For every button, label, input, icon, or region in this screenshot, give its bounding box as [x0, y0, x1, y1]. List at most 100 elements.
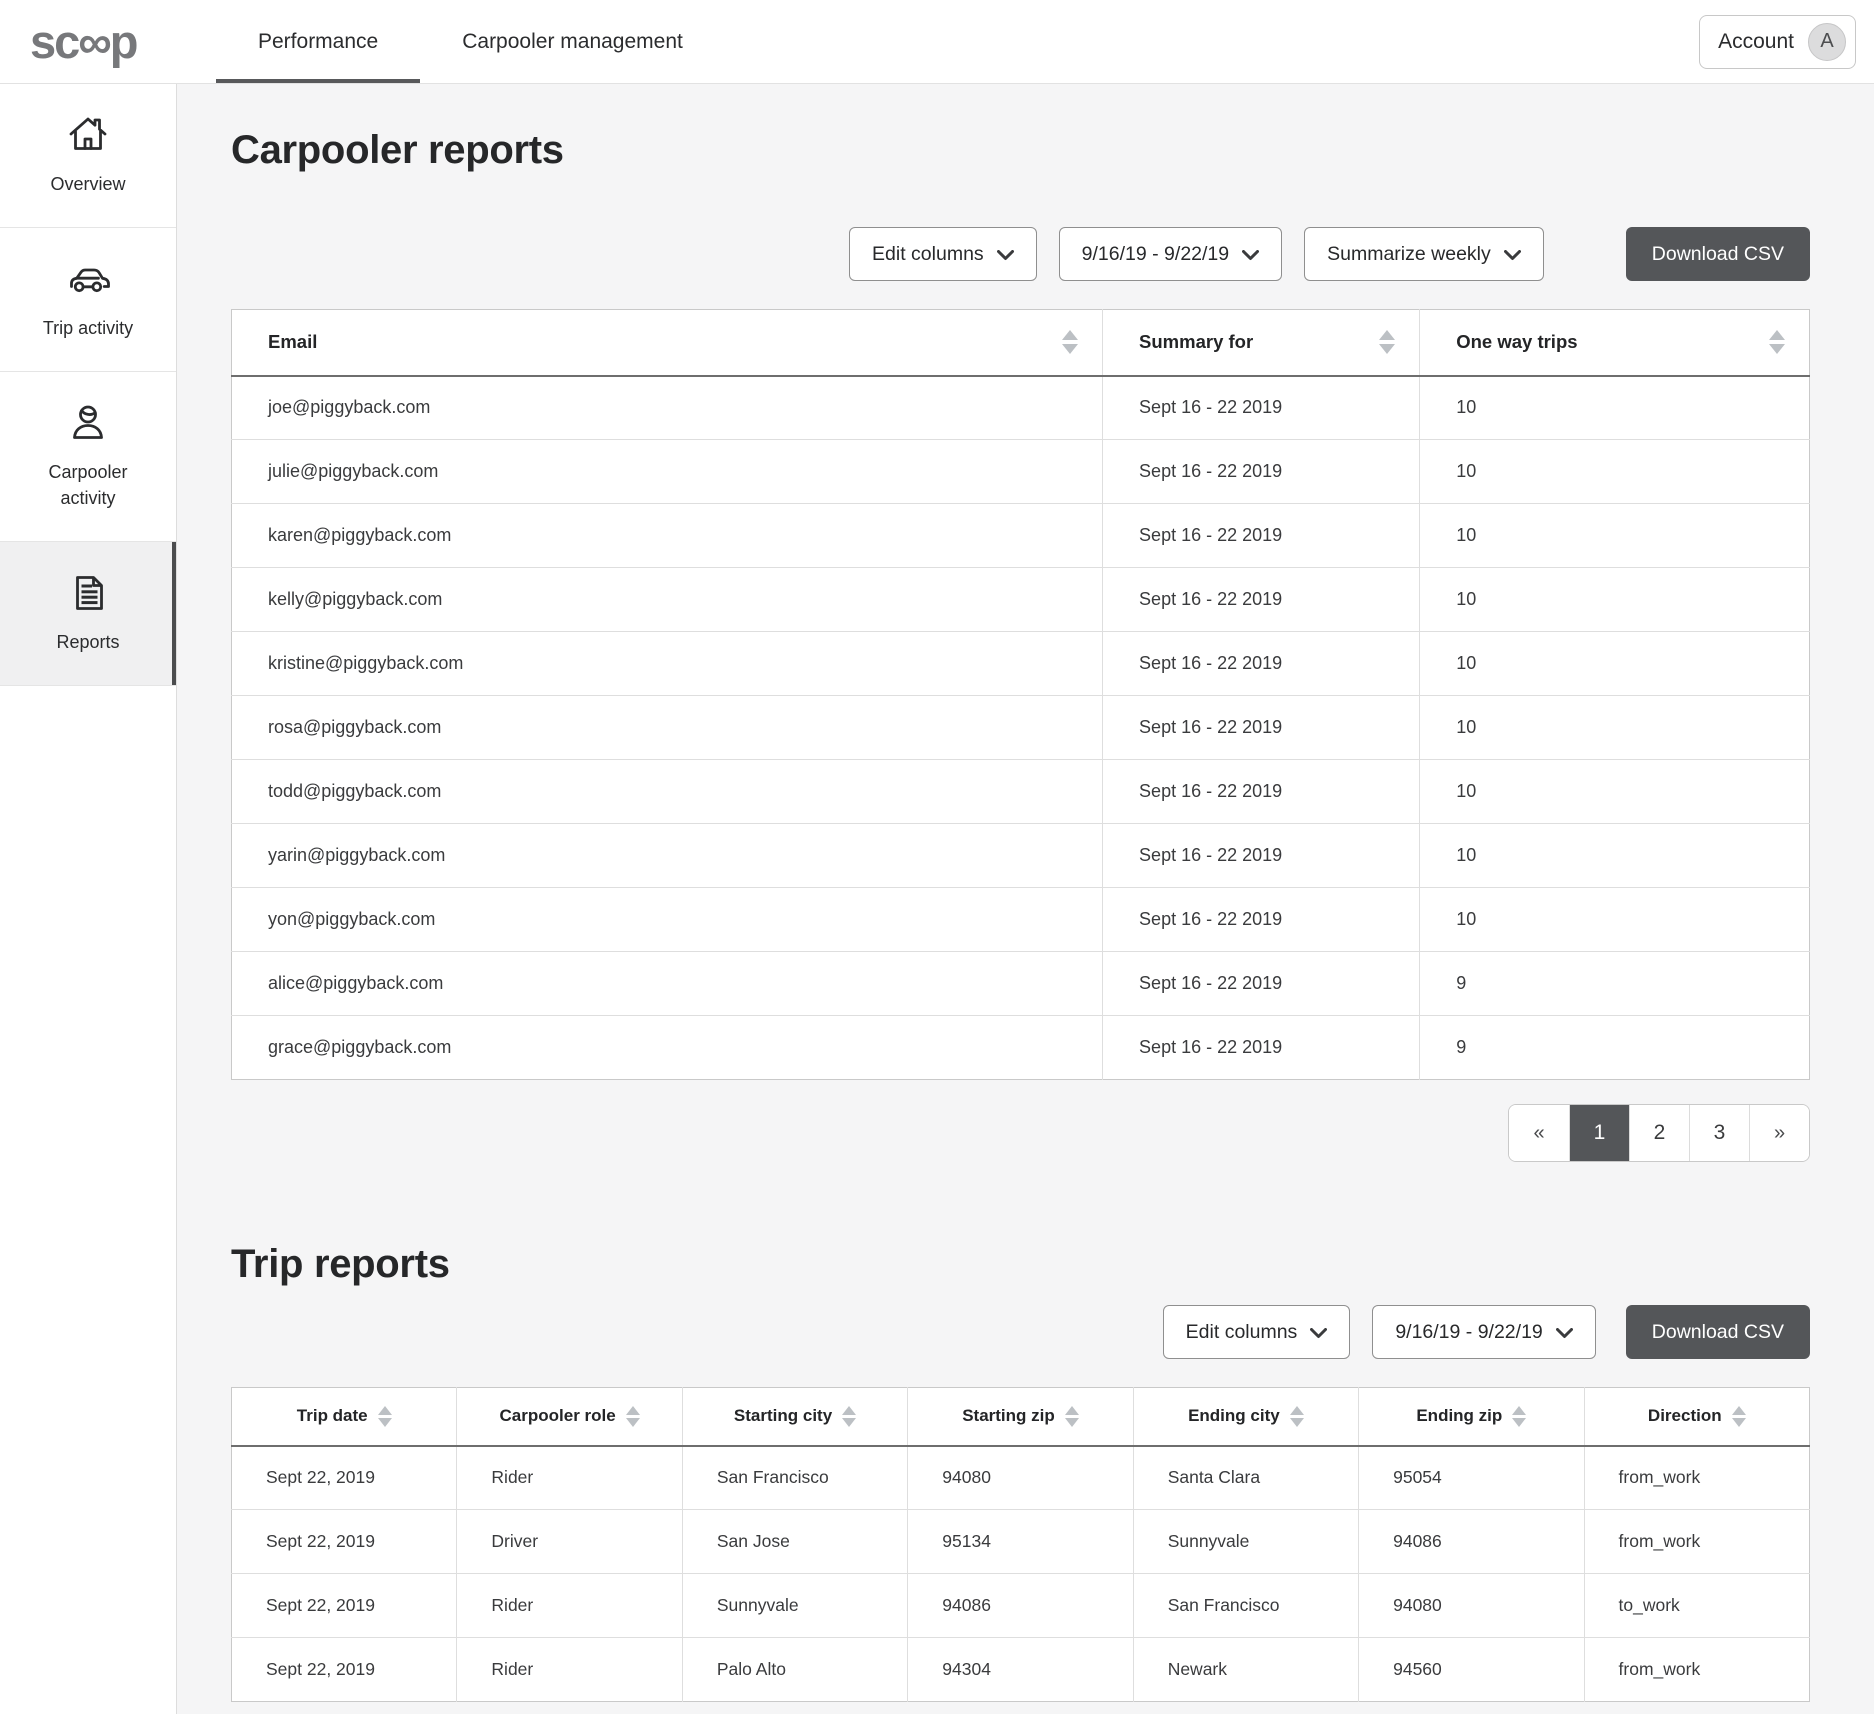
- tab-label: Carpooler management: [462, 29, 683, 53]
- sidebar-item-reports[interactable]: Reports: [0, 542, 176, 686]
- sort-icon[interactable]: [1512, 1405, 1527, 1427]
- table-cell: yarin@piggyback.com: [231, 823, 1103, 888]
- sort-icon[interactable]: [842, 1405, 857, 1427]
- table-cell: San Jose: [681, 1509, 908, 1574]
- sort-icon[interactable]: [625, 1405, 640, 1427]
- column-header[interactable]: Ending zip: [1358, 1387, 1585, 1447]
- column-header[interactable]: Starting zip: [907, 1387, 1134, 1447]
- column-header[interactable]: Email: [231, 309, 1103, 377]
- column-header[interactable]: Ending city: [1132, 1387, 1359, 1447]
- table-cell: yon@piggyback.com: [231, 887, 1103, 952]
- table-cell: Sept 16 - 22 2019: [1102, 951, 1420, 1016]
- sort-icon[interactable]: [1379, 330, 1396, 355]
- pagination-last-button[interactable]: »: [1749, 1105, 1809, 1161]
- chevron-down-icon: [1310, 1327, 1328, 1339]
- chevron-down-icon: [996, 249, 1014, 261]
- table-cell: Sunnyvale: [681, 1573, 908, 1638]
- pagination-page-2[interactable]: 2: [1629, 1105, 1689, 1161]
- column-header-label: One way trips: [1456, 331, 1578, 353]
- column-header[interactable]: One way trips: [1419, 309, 1810, 377]
- download-csv-button[interactable]: Download CSV: [1625, 227, 1810, 281]
- sidebar-item-trip-activity[interactable]: Trip activity: [0, 228, 176, 372]
- table-cell: Sept 16 - 22 2019: [1102, 631, 1420, 696]
- carpooler-reports-title: Carpooler reports: [231, 128, 564, 172]
- table-cell: Sept 22, 2019: [231, 1509, 457, 1574]
- column-header[interactable]: Starting city: [681, 1387, 908, 1447]
- table-cell: joe@piggyback.com: [231, 375, 1103, 440]
- document-icon: [64, 569, 112, 617]
- table-cell: Sept 16 - 22 2019: [1102, 759, 1420, 824]
- table-row: joe@piggyback.com Sept 16 - 22 2019 10: [231, 375, 1810, 440]
- table-cell: 10: [1419, 503, 1810, 568]
- table-row: grace@piggyback.com Sept 16 - 22 2019 9: [231, 1015, 1810, 1080]
- date-range-dropdown[interactable]: 9/16/19 - 9/22/19: [1372, 1305, 1596, 1359]
- sidebar-item-carpooler-activity[interactable]: Carpooler activity: [0, 372, 176, 542]
- edit-columns-dropdown[interactable]: Edit columns: [1162, 1305, 1351, 1359]
- chevron-down-icon: [1242, 249, 1260, 261]
- table-cell: 95134: [907, 1509, 1134, 1574]
- table-cell: Sept 16 - 22 2019: [1102, 823, 1420, 888]
- table-cell: Rider: [456, 1445, 683, 1510]
- table-cell: 94080: [907, 1445, 1134, 1510]
- column-header[interactable]: Carpooler role: [456, 1387, 683, 1447]
- table-cell: 94560: [1358, 1637, 1585, 1702]
- table-cell: Santa Clara: [1132, 1445, 1359, 1510]
- table-cell: karen@piggyback.com: [231, 503, 1103, 568]
- table-cell: San Francisco: [1132, 1573, 1359, 1638]
- table-cell: Sept 16 - 22 2019: [1102, 1015, 1420, 1080]
- table-cell: Rider: [456, 1637, 683, 1702]
- top-nav: Performance Carpooler management: [216, 0, 725, 83]
- table-cell: Sept 16 - 22 2019: [1102, 887, 1420, 952]
- table-cell: 10: [1419, 695, 1810, 760]
- table-row: Sept 22, 2019 Rider San Francisco 94080 Sant…: [231, 1445, 1810, 1510]
- table-cell: 10: [1419, 567, 1810, 632]
- tab-carpooler-management[interactable]: Carpooler management: [420, 0, 725, 83]
- table-row: kelly@piggyback.com Sept 16 - 22 2019 10: [231, 567, 1810, 632]
- pagination-page-3[interactable]: 3: [1689, 1105, 1749, 1161]
- download-csv-button[interactable]: Download CSV: [1625, 1305, 1810, 1359]
- table-cell: 10: [1419, 887, 1810, 952]
- column-header-label: Starting city: [733, 1406, 833, 1426]
- sidebar: Overview Trip activity: [0, 84, 177, 1714]
- column-header-label: Carpooler role: [499, 1406, 616, 1426]
- table-cell: 10: [1419, 823, 1810, 888]
- sidebar-item-overview[interactable]: Overview: [0, 84, 176, 228]
- account-button[interactable]: Account A: [1699, 14, 1856, 69]
- table-row: Sept 22, 2019 Rider Sunnyvale 94086 San Fran…: [231, 1573, 1810, 1638]
- trip-reports-table: Trip date Carpooler role Starting city Star…: [231, 1387, 1810, 1702]
- tab-performance[interactable]: Performance: [216, 0, 421, 83]
- edit-columns-dropdown[interactable]: Edit columns: [849, 227, 1037, 281]
- table-row: julie@piggyback.com Sept 16 - 22 2019 10: [231, 439, 1810, 504]
- sort-icon[interactable]: [1731, 1405, 1746, 1427]
- sort-icon[interactable]: [377, 1405, 392, 1427]
- column-header[interactable]: Trip date: [231, 1387, 457, 1447]
- table-cell: 10: [1419, 759, 1810, 824]
- table-cell: Sept 22, 2019: [231, 1445, 457, 1510]
- table-cell: Rider: [456, 1573, 683, 1638]
- pagination-page-1[interactable]: 1: [1569, 1105, 1629, 1161]
- date-range-dropdown[interactable]: 9/16/19 - 9/22/19: [1058, 227, 1283, 281]
- summarize-dropdown[interactable]: Summarize weekly: [1304, 227, 1544, 281]
- pagination-first-button[interactable]: «: [1509, 1105, 1569, 1161]
- sort-icon[interactable]: [1064, 1405, 1079, 1427]
- sort-icon[interactable]: [1062, 330, 1079, 355]
- column-header[interactable]: Direction: [1583, 1387, 1810, 1447]
- table-cell: Sept 16 - 22 2019: [1102, 439, 1420, 504]
- column-header-label: Direction: [1647, 1406, 1722, 1426]
- table-cell: Sept 22, 2019: [231, 1637, 457, 1702]
- date-range-label: 9/16/19 - 9/22/19: [1081, 242, 1230, 265]
- table-cell: 10: [1419, 439, 1810, 504]
- home-icon: [64, 111, 112, 159]
- table-cell: Palo Alto: [681, 1637, 908, 1702]
- sidebar-item-label: Overview: [50, 174, 126, 194]
- table-cell: from_work: [1583, 1509, 1810, 1574]
- sidebar-item-label: Trip activity: [42, 318, 134, 338]
- sort-icon[interactable]: [1769, 330, 1785, 355]
- person-icon: [64, 399, 112, 447]
- sort-icon[interactable]: [1289, 1405, 1304, 1427]
- table-cell: San Francisco: [681, 1445, 908, 1510]
- table-cell: from_work: [1583, 1445, 1810, 1510]
- column-header[interactable]: Summary for: [1102, 309, 1420, 377]
- table-row: yon@piggyback.com Sept 16 - 22 2019 10: [231, 887, 1810, 952]
